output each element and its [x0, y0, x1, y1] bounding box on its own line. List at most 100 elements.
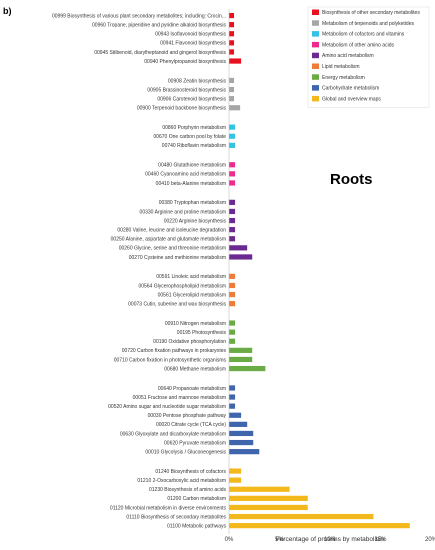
legend-label: Biosynthesis of other secondary metaboli…: [322, 10, 420, 16]
category-label: 00561 Glycerolipid metabolism: [158, 292, 226, 298]
category-label: 00906 Carotenoid biosynthesis: [157, 96, 226, 102]
category-label: 00960 Tropane, piperidine and pyridine a…: [92, 22, 226, 28]
x-tick-label: 10%: [324, 537, 337, 543]
bar: [229, 329, 236, 335]
category-label: 00380 Tryptophan metabolism: [159, 200, 226, 206]
category-label: 00710 Carbon fixation in photosynthetic …: [114, 357, 227, 363]
legend-label: Metabolism of terpenoids and polyketides: [322, 21, 414, 27]
bar: [229, 439, 254, 446]
bar: [229, 58, 242, 64]
category-label: 01230 Biosynthesis of amino acids: [149, 487, 226, 493]
category-label: 00010 Glycolysis / Gluconeogenesis: [145, 449, 226, 455]
category-label: 00280 Valine, leucine and isoleucine deg…: [117, 227, 226, 233]
category-label: 00680 Methane metabolism: [164, 366, 226, 372]
category-label: 00020 Citrate cycle (TCA cycle): [156, 422, 226, 428]
bar: [229, 412, 242, 418]
x-tick-label: 5%: [275, 537, 284, 543]
category-label: 00195 Photosynthesis: [177, 330, 227, 336]
category-label: 00480 Glutathione metabolism: [158, 163, 226, 169]
category-label: 00999 Biosynthesis of various plant seco…: [52, 13, 226, 19]
bar: [229, 356, 253, 363]
category-label: 00860 Porphyrin metabolism: [162, 125, 226, 131]
bar: [229, 254, 253, 260]
bar: [229, 403, 236, 409]
legend-swatch: [312, 95, 319, 102]
bar: [229, 236, 236, 242]
bar: [229, 301, 236, 307]
legend-label: Lipid metabolism: [322, 64, 360, 70]
category-label: 00740 Riboflavin metabolism: [162, 143, 226, 149]
bar: [229, 49, 235, 55]
category-label: 00670 One carbon pool by folate: [153, 134, 226, 140]
category-label: 01200 Carbon metabolism: [167, 496, 226, 502]
bar: [229, 273, 236, 279]
category-label: 01110 Biosynthesis of secondary metaboli…: [126, 514, 226, 520]
x-tick-label: 15%: [374, 537, 387, 543]
category-label: 01120 Microbial metabolism in diverse en…: [110, 505, 227, 511]
category-label: 00030 Pentose phosphate pathway: [148, 413, 227, 419]
legend-label: Carbohydrate metabolism: [322, 86, 379, 92]
category-label: 00630 Glyoxylate and dicarboxylate metab…: [120, 431, 226, 437]
bar: [229, 291, 236, 298]
bar: [229, 365, 266, 372]
legend-swatch: [312, 52, 319, 59]
bar: [229, 31, 235, 37]
category-label: 00940 Phenylpropanoid biosynthesis: [144, 59, 226, 65]
category-label: 00220 Arginine biosynthesis: [164, 218, 227, 224]
legend-label: Metabolism of other amino acids: [322, 42, 394, 48]
legend-label: Global and overview maps: [322, 96, 381, 102]
bar: [229, 394, 236, 400]
x-axis-title: Percentage of proteins by metabolism: [275, 536, 384, 543]
category-label: 00520 Amino sugar and nucleotide sugar m…: [108, 404, 226, 410]
plot-area: 00999 Biosynthesis of various plant seco…: [52, 9, 435, 543]
category-label: 00410 beta-Alanine metabolism: [156, 181, 226, 187]
bar: [229, 477, 242, 483]
legend-swatch: [312, 85, 319, 91]
bar: [229, 105, 241, 111]
category-label: 00564 Glycerophospholipid metabolism: [138, 283, 226, 289]
bar: [229, 124, 236, 130]
bar: [229, 162, 236, 168]
category-label: 00900 Terpenoid backbone biosynthesis: [137, 106, 227, 112]
bar: [229, 523, 410, 529]
bar: [229, 495, 308, 501]
bar: [229, 282, 236, 289]
legend-swatch: [312, 63, 319, 69]
bar: [229, 40, 235, 46]
bar: [229, 12, 235, 19]
category-label: 00720 Carbon fixation pathways in prokar…: [122, 348, 227, 354]
category-label: 00270 Cysteine and methionine metabolism: [129, 255, 226, 261]
category-label: 00250 Alanine, aspartate and glutamate m…: [111, 237, 226, 243]
category-label: 00460 Cyanoamino acid metabolism: [145, 172, 226, 178]
bar: [229, 347, 253, 353]
bar: [229, 217, 236, 224]
category-label: 01100 Metabolic pathways: [167, 523, 226, 529]
bar: [229, 142, 236, 148]
bar: [229, 421, 248, 427]
category-label: 00051 Fructose and mannose metabolism: [133, 395, 226, 401]
legend-swatch: [312, 74, 319, 80]
legend-swatch: [312, 31, 319, 37]
category-label: 00640 Propanoate metabolism: [158, 386, 226, 392]
legend-swatch: [312, 20, 319, 26]
bar: [229, 227, 236, 233]
category-label: 01240 Biosynthesis of cofactors: [155, 469, 226, 475]
category-label: 00620 Pyruvate metabolism: [164, 440, 226, 446]
chart-title: Roots: [330, 171, 373, 188]
legend: Biosynthesis of other secondary metaboli…: [307, 6, 430, 108]
bar: [229, 320, 236, 326]
category-label: 00260 Glycine, serine and threonine meta…: [119, 246, 226, 252]
bar: [229, 430, 254, 437]
bar: [229, 133, 236, 139]
category-label: 00591 Linoleic acid metabolism: [156, 274, 226, 280]
category-label: 00910 Nitrogen metabolism: [165, 321, 226, 327]
bar: [229, 180, 236, 186]
bar: [229, 468, 242, 474]
bar: [229, 22, 235, 28]
legend-label: Energy metabolism: [322, 75, 365, 81]
bar: [229, 77, 235, 84]
category-label: 00330 Arginine and proline metabolism: [140, 209, 226, 215]
bar: [229, 208, 236, 215]
x-tick-label: 0%: [225, 537, 234, 543]
